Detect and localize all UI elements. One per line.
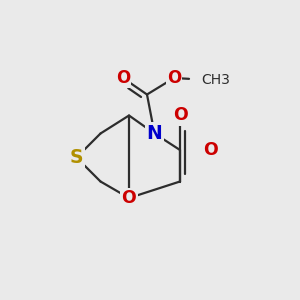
Text: O: O (116, 69, 130, 87)
Text: N: N (147, 124, 162, 143)
Text: O: O (167, 69, 181, 87)
Text: CH3: CH3 (201, 73, 230, 86)
Text: O: O (122, 189, 136, 207)
Text: O: O (172, 106, 188, 124)
Text: O: O (202, 141, 217, 159)
Text: S: S (70, 148, 83, 167)
